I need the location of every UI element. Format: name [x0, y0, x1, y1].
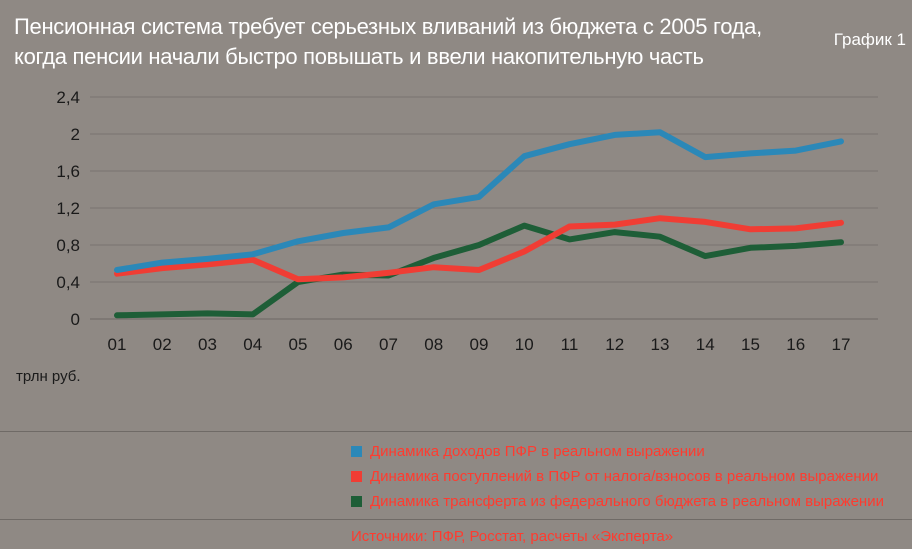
x-tick-label: 17 — [832, 335, 851, 354]
y-tick-label: 0 — [71, 310, 80, 329]
chart-number-label: График 1 — [833, 30, 906, 49]
y-tick-label: 2 — [71, 125, 80, 144]
line-chart: 0 0,4 0,8 1,2 1,6 2 2,4 01 02 03 04 05 06 07 08 09 10 11 1… — [56, 88, 878, 354]
chart-title-line-2: когда пенсии начали быстро повышать и вв… — [14, 44, 704, 69]
legend-swatch — [351, 496, 362, 507]
x-tick-label: 16 — [786, 335, 805, 354]
x-tick-label: 09 — [470, 335, 489, 354]
x-tick-label: 08 — [424, 335, 443, 354]
x-tick-label: 03 — [198, 335, 217, 354]
y-tick-label: 1,6 — [56, 162, 80, 181]
x-tick-label: 01 — [108, 335, 127, 354]
x-tick-label: 06 — [334, 335, 353, 354]
y-axis-unit-label: трлн руб. — [16, 368, 81, 385]
series-line-3 — [114, 222, 844, 319]
legend-label: Динамика доходов ПФР в реальном выражени… — [370, 443, 705, 460]
legend-divider-bottom — [0, 519, 912, 520]
x-tick-label: 07 — [379, 335, 398, 354]
x-tick-label: 04 — [243, 335, 262, 354]
legend-label: Динамика поступлений в ПФР от налога/взн… — [370, 468, 879, 485]
legend-label: Динамика трансферта из федерального бюдж… — [370, 493, 884, 510]
legend-item-3: Динамика трансферта из федерального бюдж… — [351, 489, 884, 514]
y-tick-label: 0,4 — [56, 273, 80, 292]
chart-legend: Динамика доходов ПФР в реальном выражени… — [351, 439, 884, 514]
x-tick-label: 14 — [696, 335, 715, 354]
legend-item-2: Динамика поступлений в ПФР от налога/взн… — [351, 464, 884, 489]
legend-swatch — [351, 446, 362, 457]
y-tick-label: 0,8 — [56, 236, 80, 255]
series-line-1 — [114, 129, 844, 273]
x-tick-label: 05 — [289, 335, 308, 354]
x-tick-label: 11 — [561, 335, 579, 354]
x-tick-label: 10 — [515, 335, 534, 354]
y-tick-label: 1,2 — [56, 199, 80, 218]
x-tick-label: 15 — [741, 335, 760, 354]
x-tick-label: 13 — [651, 335, 670, 354]
y-tick-label: 2,4 — [56, 88, 80, 107]
legend-swatch — [351, 471, 362, 482]
series-line-2 — [114, 215, 844, 283]
x-tick-label: 02 — [153, 335, 172, 354]
chart-title: Пенсионная система требует серьезных вли… — [14, 12, 762, 72]
legend-divider-top — [0, 431, 912, 432]
source-note: Источники: ПФР, Росстат, расчеты «Экспер… — [351, 528, 674, 545]
x-tick-label: 12 — [605, 335, 624, 354]
chart-title-line-1: Пенсионная система требует серьезных вли… — [14, 14, 762, 39]
legend-item-1: Динамика доходов ПФР в реальном выражени… — [351, 439, 884, 464]
